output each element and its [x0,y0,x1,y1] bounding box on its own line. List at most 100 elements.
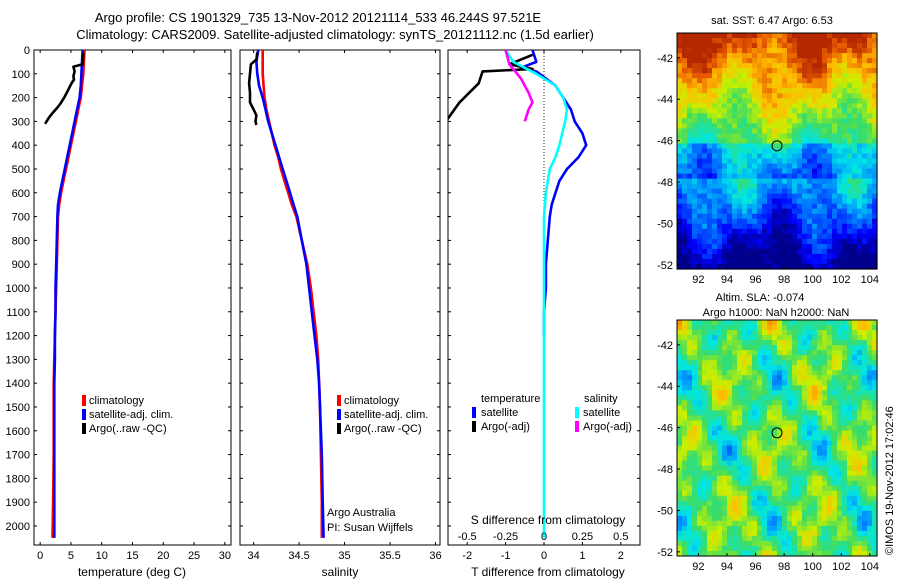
heatmap-cell [822,435,828,442]
heatmap-cell [762,505,768,512]
heatmap-cell [772,475,778,482]
heatmap-cell [697,435,703,442]
heatmap-cell [692,53,698,59]
heatmap-cell [712,173,718,180]
difference-legend: temperature salinity satellite Argo(-adj… [472,393,632,433]
heatmap-cell [767,43,773,49]
x-tick-label: 36 [429,550,441,562]
heatmap-cell [872,520,878,527]
heatmap-cell [777,158,783,165]
heatmap-cell [702,48,708,54]
heatmap-cell [732,63,738,69]
heatmap-cell [762,58,768,64]
heatmap-cell [817,93,823,99]
heatmap-cell [697,475,703,482]
heatmap-cell [692,133,698,140]
heatmap-cell [752,263,758,270]
x-tick-label: 1 [579,550,585,562]
heatmap-cell [822,395,828,401]
heatmap-cell [817,228,823,235]
heatmap-cell [732,168,738,175]
heatmap-cell [767,63,773,69]
heatmap-cell [747,63,753,69]
heatmap-cell [867,233,873,240]
heatmap-cell [762,233,768,240]
heatmap-cell [777,505,783,512]
heatmap-cell [732,138,738,145]
heatmap-cell [867,385,873,391]
heatmap-cell [697,330,703,336]
heatmap-cell [797,485,803,492]
header-line2: Climatology: CARS2009. Satellite-adjuste… [76,27,594,42]
heatmap-cell [777,198,783,205]
heatmap-cell [852,158,858,165]
heatmap-cell [852,535,858,542]
heatmap-cell [717,345,723,351]
heatmap-cell [742,178,748,185]
heatmap-cell [822,248,828,255]
heatmap-cell [717,450,723,457]
heatmap-cell [802,113,808,119]
temperature-axes-box [33,49,232,546]
heatmap-cell [687,198,693,205]
heatmap-cell [772,183,778,190]
heatmap-cell [857,113,863,119]
heatmap-cell [712,345,718,351]
heatmap-cell [827,380,833,386]
heatmap-cell [852,208,858,215]
heatmap-cell [812,530,818,537]
heatmap-cell [702,153,708,160]
heatmap-cell [707,183,713,190]
heatmap-cell [837,258,843,265]
heatmap-cell [842,83,848,89]
heatmap-cell [847,223,853,230]
heatmap-cell [687,168,693,175]
heatmap-cell [737,243,743,250]
heatmap-cell [757,83,763,89]
heatmap-cell [687,490,693,497]
heatmap-cell [777,420,783,427]
heatmap-cell [802,163,808,170]
heatmap-cell [807,223,813,230]
heatmap-cell [832,405,838,411]
heatmap-cell [717,520,723,527]
y-tick-label: -52 [657,260,673,272]
heatmap-cell [832,38,838,44]
heatmap-cell [757,485,763,492]
heatmap-cell [847,360,853,366]
heatmap-cell [757,330,763,336]
heatmap-cell [687,73,693,79]
heatmap-cell [737,73,743,79]
heatmap-cell [817,370,823,376]
heatmap-cell [677,168,683,175]
heatmap-cell [697,495,703,502]
heatmap-cell [827,123,833,129]
heatmap-cell [817,390,823,396]
heatmap-cell [782,233,788,240]
heatmap-cell [772,360,778,366]
salinity-xlabel: salinity [322,565,359,579]
heatmap-cell [842,325,848,331]
heatmap-cell [677,415,683,422]
heatmap-cell [787,485,793,492]
heatmap-cell [712,490,718,497]
y-tick-label: -48 [657,177,673,189]
heatmap-cell [727,355,733,361]
heatmap-cell [817,430,823,437]
heatmap-cell [852,98,858,104]
heatmap-cell [782,33,788,39]
heatmap-cell [762,98,768,104]
heatmap-cell [837,330,843,336]
heatmap-cell [822,415,828,422]
heatmap-cell [827,425,833,432]
heatmap-cell [747,330,753,336]
heatmap-cell [737,183,743,190]
heatmap-cell [852,515,858,522]
heatmap-cell [837,470,843,477]
heatmap-cell [842,113,848,119]
heatmap-cell [837,218,843,225]
heatmap-cell [777,320,783,326]
heatmap-cell [722,350,728,356]
heatmap-cell [862,365,868,371]
heatmap-cell [702,258,708,265]
